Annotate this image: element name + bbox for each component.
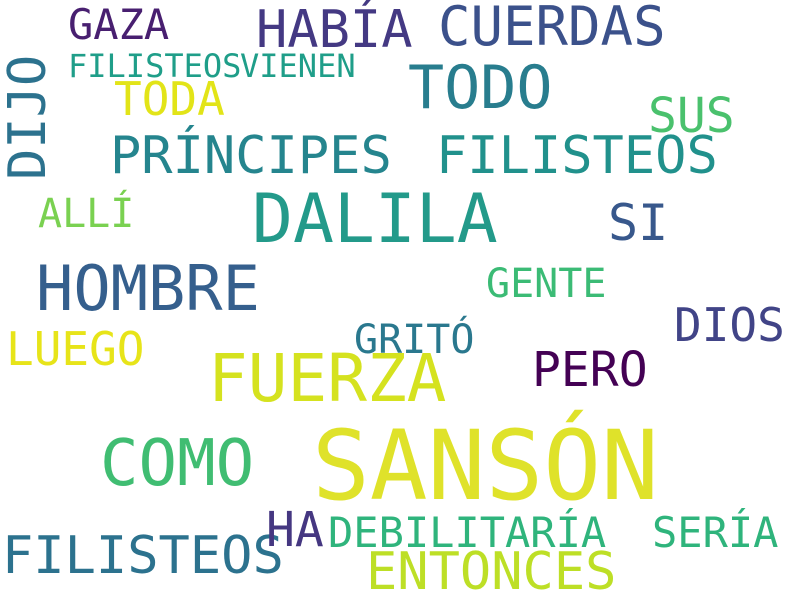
word-sanson: SANSÓN — [312, 410, 659, 522]
word-seria: SERÍA — [652, 508, 779, 557]
word-filisteos-middle: FILISTEOS — [436, 126, 718, 186]
word-gaza: GAZA — [68, 0, 170, 49]
word-sus: SUS — [648, 88, 735, 144]
word-filisteos-bottom: FILISTEOS — [2, 526, 284, 586]
word-todo: TODO — [408, 53, 553, 123]
word-como: COMO — [100, 427, 255, 501]
word-cuerdas: CUERDAS — [438, 0, 666, 58]
word-luego: LUEGO — [6, 322, 145, 376]
word-habia: HABÍA — [256, 0, 413, 60]
word-principes: PRÍNCIPES — [110, 126, 392, 186]
word-entonces: ENTONCES — [366, 542, 617, 602]
word-debilitaria: DEBILITARÍA — [328, 508, 607, 557]
word-si: SI — [608, 194, 669, 252]
word-filisteos-small: FILISTEOS — [68, 47, 242, 85]
word-pero: PERO — [532, 342, 648, 398]
word-alli: ALLÍ — [38, 191, 135, 237]
word-gente: GENTE — [486, 261, 607, 307]
word-fuerza: FUERZA — [208, 340, 447, 417]
word-dalila: DALILA — [252, 180, 498, 259]
word-vienen: VIENEN — [240, 47, 356, 85]
word-grito: GRITÓ — [354, 317, 475, 363]
word-toda: TODA — [114, 72, 225, 126]
word-ha: HA — [266, 502, 324, 558]
word-dijo: DIJO — [0, 54, 58, 180]
word-dios: DIOS — [674, 298, 785, 352]
word-hombre: HOMBRE — [36, 252, 260, 325]
